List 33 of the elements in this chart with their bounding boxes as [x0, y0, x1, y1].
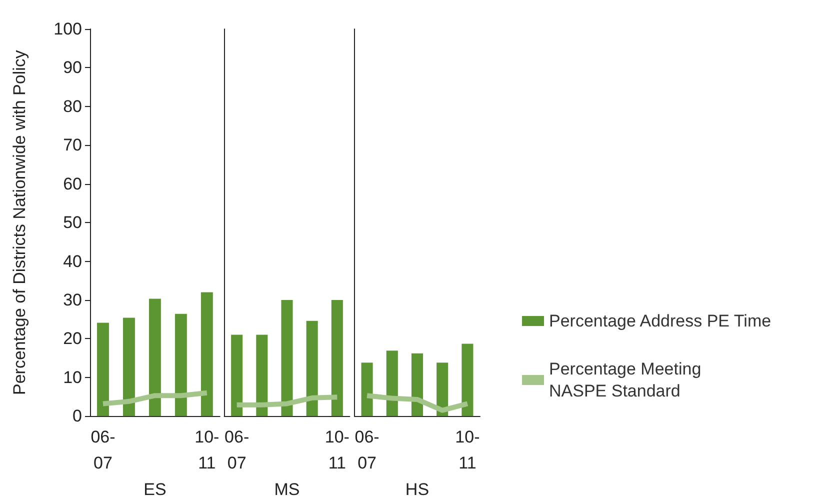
x-axis-title: MS — [274, 480, 300, 499]
bar — [386, 350, 398, 416]
y-tick-label: 0 — [72, 406, 82, 426]
x-axis-title: HS — [405, 480, 430, 499]
bar — [361, 362, 373, 416]
x-tick-label: 10-11 — [324, 428, 350, 473]
legend-label: Percentage Meeting NASPE Standard — [549, 360, 706, 400]
bar — [436, 362, 448, 416]
x-tick-label: 06-07 — [224, 428, 250, 473]
x-tick-label: 10-11 — [194, 428, 220, 473]
x-axis-title: ES — [144, 480, 166, 499]
y-tick-label: 90 — [63, 58, 82, 78]
bar — [174, 314, 187, 416]
bar — [200, 292, 213, 416]
bar — [123, 318, 135, 416]
y-tick-label: 60 — [63, 174, 82, 194]
y-tick-label: 10 — [63, 368, 82, 387]
y-tick-label: 80 — [63, 96, 82, 116]
x-tick-label: 10-11 — [455, 428, 480, 473]
y-tick-label: 30 — [63, 290, 82, 310]
x-tick-label: 06-07 — [354, 428, 380, 473]
x-tick-label: 06-07 — [90, 428, 116, 473]
y-axis-title: Percentage of Districts Nationwide with Policy — [10, 50, 29, 395]
y-tick-label: 70 — [63, 136, 82, 155]
bar — [148, 298, 161, 416]
y-tick-label: 40 — [63, 252, 82, 271]
bar — [411, 353, 424, 416]
y-tick-label: 100 — [54, 20, 82, 38]
legend-label: Percentage Address PE Time — [549, 312, 772, 330]
y-tick-label: 50 — [63, 213, 82, 232]
bar — [462, 344, 474, 416]
bar — [97, 322, 109, 416]
y-tick-label: 20 — [63, 329, 82, 348]
